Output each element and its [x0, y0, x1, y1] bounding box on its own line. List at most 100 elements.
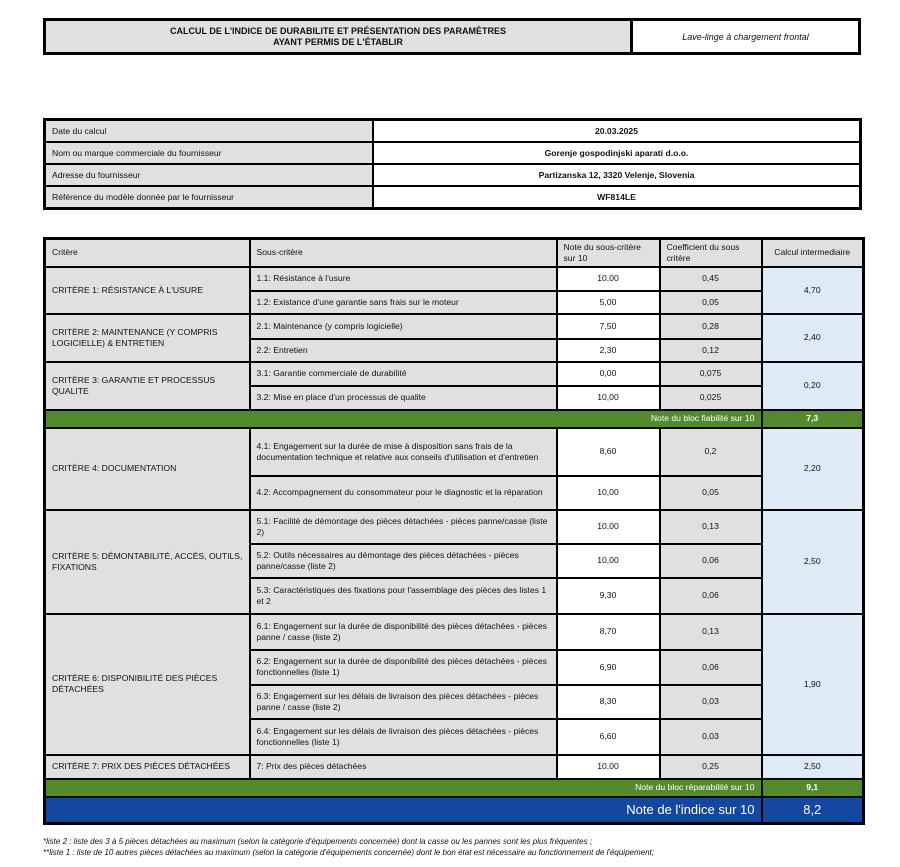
table-row: 1.2: Existance d'une garantie sans frais… — [45, 289, 864, 315]
info-label: Nom ou marque commerciale du fournisseur — [43, 141, 374, 165]
table-row: 6.4: Engagement sur les délais de livrai… — [45, 717, 864, 756]
intermediate-calc: 2,50 — [760, 753, 865, 780]
subcriterion-note: 8,70 — [555, 612, 661, 651]
total-score-label: Note de l'indice sur 10 — [43, 795, 763, 824]
subcriterion-coef: 0,06 — [658, 542, 763, 579]
bloc-score-row: Note du bloc fiabilité sur 10 7,3 — [43, 408, 865, 429]
criterion-name: CRITÈRE 1: RÉSISTANCE À L'USURE — [43, 265, 251, 315]
bloc-score-value: 7,3 — [760, 408, 865, 429]
col-header-critere: Critère — [43, 237, 251, 268]
subcriterion-note: 2,30 — [555, 337, 661, 363]
subcriterion-note: 0,00 — [555, 360, 661, 387]
info-value: 20.03.2025 — [372, 118, 862, 143]
subcriterion-note: 8,30 — [555, 683, 661, 720]
subcriterion-coef: 0,06 — [658, 576, 763, 615]
intermediate-calc: 4,70 — [760, 265, 865, 315]
criterion-name: CRITÈRE 6: DISPONIBILITÉ DES PIÈCES DÉTA… — [43, 612, 251, 756]
subcriterion-note: 10,00 — [555, 753, 661, 780]
subcriterion-coef: 0,45 — [658, 265, 763, 292]
info-row: Nom ou marque commerciale du fournisseur… — [43, 141, 862, 165]
intermediate-calc: 1,90 — [760, 612, 865, 756]
total-score-value: 8,2 — [760, 795, 865, 824]
info-label: Adresse du fournisseur — [43, 163, 374, 187]
subcriterion-coef: 0,13 — [658, 508, 763, 545]
criterion-name: CRITÈRE 7: PRIX DES PIÈCES DÉTACHÉES — [43, 753, 251, 780]
info-row: Référence du modèle donnée par le fourni… — [43, 185, 862, 210]
subcriterion-label: 4.1: Engagement sur la durée de mise à d… — [248, 426, 558, 477]
bloc-score-label: Note du bloc fiabilité sur 10 — [43, 408, 763, 429]
intermediate-calc: 2,40 — [760, 312, 865, 363]
table-row: 2.2: Entretien 2,30 0,12 — [45, 337, 864, 363]
table-row: CRITÈRE 4: DOCUMENTATION 4.1: Engagement … — [43, 426, 865, 511]
subcriterion-label: 2.1: Maintenance (y compris logicielle) — [248, 312, 558, 340]
intermediate-calc: 2,20 — [760, 426, 865, 511]
table-row: 6.3: Engagement sur les délais de livrai… — [45, 683, 864, 720]
table-row: 3.2: Mise en place d'un processus de qua… — [45, 384, 864, 411]
subcriterion-label: 5.3: Caractéristiques des fixations pour… — [248, 576, 558, 615]
subcriterion-note: 6,60 — [555, 717, 661, 756]
col-header-note: Note du sous-critère sur 10 — [555, 237, 661, 268]
subcriterion-note: 10,00 — [555, 474, 661, 511]
table-row: CRITÈRE 3: GARANTIE ET PROCESSUS QUALITE… — [43, 360, 865, 411]
subcriterion-coef: 0,06 — [658, 648, 763, 686]
subcriterion-coef: 0,075 — [658, 360, 763, 387]
subcriterion-label: 7: Prix des pièces détachées — [248, 753, 558, 780]
subcriterion-note: 10,00 — [555, 508, 661, 545]
subcriterion-label: 3.2: Mise en place d'un processus de qua… — [248, 384, 558, 411]
table-row: 5.3: Caractéristiques des fixations pour… — [45, 576, 864, 615]
subcriterion-note: 10,00 — [555, 542, 661, 579]
table-row: 5.2: Outils nécessaires au démontage des… — [45, 542, 864, 579]
product-category: Lave-linge à chargement frontal — [682, 31, 809, 42]
durability-index-table: Critère Sous-critère Note du sous-critèr… — [43, 237, 865, 825]
subcriterion-label: 6.2: Engagement sur la durée de disponib… — [248, 648, 558, 686]
subcriterion-label: 5.1: Facilité de démontage des pièces dé… — [248, 508, 558, 545]
col-header-coef: Coefficient du sous critère — [658, 237, 763, 268]
table-row: CRITÈRE 6: DISPONIBILITÉ DES PIÈCES DÉTA… — [43, 612, 865, 756]
table-row: 6.2: Engagement sur la durée de disponib… — [45, 648, 864, 686]
subcriterion-note: 9,30 — [555, 576, 661, 615]
subcriterion-coef: 0,03 — [658, 717, 763, 756]
title-line-1: CALCUL DE L'INDICE DE DURABILITE ET PRÉS… — [170, 25, 506, 36]
subcriterion-label: 6.1: Engagement sur la durée de disponib… — [248, 612, 558, 651]
info-row: Adresse du fournisseur Partizanska 12, 33… — [43, 163, 862, 187]
subcriterion-label: 4.2: Accompagnement du consommateur pour… — [248, 474, 558, 511]
info-label: Date du calcul — [43, 118, 374, 143]
subcriterion-coef: 0,025 — [658, 384, 763, 411]
col-header-sous-critere: Sous-critère — [248, 237, 558, 268]
bloc-score-value: 9,1 — [760, 777, 865, 798]
subcriterion-note: 7,50 — [555, 312, 661, 340]
criterion-name: CRITÈRE 2: MAINTENANCE (Y COMPRIS LOGICI… — [43, 312, 251, 363]
subcriterion-coef: 0,05 — [658, 289, 763, 315]
subcriterion-coef: 0,05 — [658, 474, 763, 511]
subcriterion-label: 3.1: Garantie commerciale de durabilité — [248, 360, 558, 387]
subcriterion-coef: 0,28 — [658, 312, 763, 340]
subcriterion-label: 1.1: Résistance à l'usure — [248, 265, 558, 292]
table-row: CRITÈRE 5: DÉMONTABILITÉ, ACCÈS, OUTILS,… — [43, 508, 865, 615]
subcriterion-note: 6,90 — [555, 648, 661, 686]
supplier-info-table: Date du calcul 20.03.2025 Nom ou marque co… — [43, 118, 862, 210]
total-score-row: Note de l'indice sur 10 8,2 — [43, 795, 865, 824]
subcriterion-note: 10,00 — [555, 384, 661, 411]
subcriterion-note: 10,00 — [555, 265, 661, 292]
subcriterion-coef: 0,03 — [658, 683, 763, 720]
subcriterion-label: 6.3: Engagement sur les délais de livrai… — [248, 683, 558, 720]
subcriterion-coef: 0,2 — [658, 426, 763, 477]
col-header-calc: Calcul intermediaire — [760, 237, 865, 268]
intermediate-calc: 0,20 — [760, 360, 865, 411]
subcriterion-coef: 0,12 — [658, 337, 763, 363]
document-title: CALCUL DE L'INDICE DE DURABILITE ET PRÉS… — [46, 21, 633, 52]
subcriterion-label: 5.2: Outils nécessaires au démontage des… — [248, 542, 558, 579]
info-row: Date du calcul 20.03.2025 — [43, 118, 862, 143]
subcriterion-label: 2.2: Entretien — [248, 337, 558, 363]
bloc-score-label: Note du bloc réparabilité sur 10 — [43, 777, 763, 798]
document-title-box: CALCUL DE L'INDICE DE DURABILITE ET PRÉS… — [43, 18, 861, 55]
bloc-score-row: Note du bloc réparabilité sur 10 9,1 — [43, 777, 865, 798]
criterion-name: CRITÈRE 4: DOCUMENTATION — [43, 426, 251, 511]
subcriterion-note: 5,00 — [555, 289, 661, 315]
info-value: Partizanska 12, 3320 Velenje, Slovenia — [372, 163, 862, 187]
intermediate-calc: 2,50 — [760, 508, 865, 615]
footnote-liste-1: **liste 1 : liste de 10 autres pièces dé… — [43, 848, 654, 857]
subcriterion-label: 6.4: Engagement sur les délais de livrai… — [248, 717, 558, 756]
title-line-2: AYANT PERMIS DE L'ÉTABLIR — [273, 36, 403, 47]
info-value: WF814LE — [372, 185, 862, 210]
